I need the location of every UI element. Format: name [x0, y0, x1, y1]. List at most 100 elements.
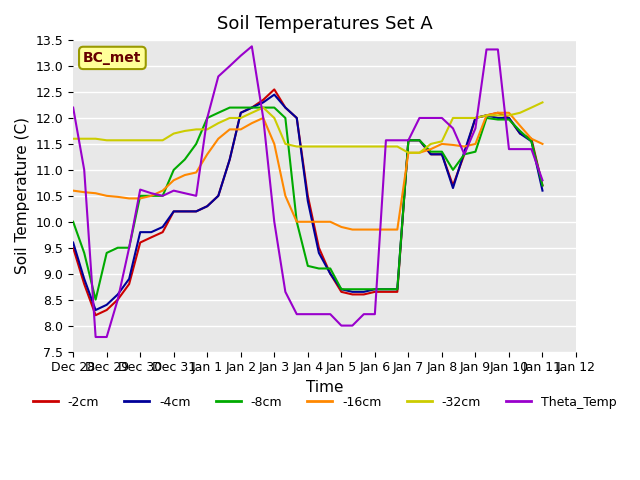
-2cm: [282, 105, 289, 110]
-2cm: [326, 271, 334, 276]
-32cm: [360, 144, 367, 149]
-2cm: [193, 208, 200, 214]
-4cm: [349, 289, 356, 295]
-16cm: [415, 150, 423, 156]
Theta_Temp: [147, 191, 155, 196]
-2cm: [259, 97, 267, 103]
-16cm: [483, 112, 490, 118]
-4cm: [237, 110, 244, 116]
-2cm: [136, 240, 144, 245]
-32cm: [214, 120, 222, 126]
-4cm: [293, 115, 301, 121]
-16cm: [337, 224, 345, 230]
-32cm: [103, 137, 111, 143]
-16cm: [394, 227, 401, 232]
-2cm: [461, 151, 468, 157]
-8cm: [349, 287, 356, 292]
-8cm: [204, 115, 211, 121]
-4cm: [394, 287, 401, 292]
Theta_Temp: [527, 146, 535, 152]
-2cm: [349, 291, 356, 297]
-2cm: [315, 245, 323, 251]
-16cm: [125, 195, 133, 201]
-4cm: [505, 115, 513, 121]
-2cm: [449, 182, 457, 188]
-16cm: [103, 193, 111, 199]
Theta_Temp: [494, 47, 502, 52]
-4cm: [69, 240, 77, 245]
Theta_Temp: [394, 137, 401, 143]
Theta_Temp: [438, 115, 445, 121]
Y-axis label: Soil Temperature (C): Soil Temperature (C): [15, 117, 30, 275]
-4cm: [103, 302, 111, 308]
-16cm: [69, 188, 77, 193]
-16cm: [237, 127, 244, 132]
-8cm: [315, 265, 323, 271]
-2cm: [103, 307, 111, 313]
-32cm: [282, 141, 289, 147]
Theta_Temp: [214, 73, 222, 79]
-2cm: [415, 137, 423, 143]
-8cm: [248, 105, 255, 110]
Theta_Temp: [136, 187, 144, 192]
-2cm: [427, 151, 435, 157]
-4cm: [259, 99, 267, 105]
Theta_Temp: [449, 125, 457, 131]
-4cm: [170, 208, 177, 214]
-2cm: [69, 245, 77, 251]
-2cm: [114, 297, 122, 302]
-32cm: [125, 137, 133, 143]
Theta_Temp: [516, 146, 524, 152]
-8cm: [125, 245, 133, 251]
Theta_Temp: [360, 312, 367, 317]
-8cm: [394, 287, 401, 292]
-4cm: [494, 115, 502, 121]
Theta_Temp: [125, 245, 133, 251]
-32cm: [315, 144, 323, 149]
-16cm: [438, 141, 445, 147]
-16cm: [527, 136, 535, 142]
Line: -4cm: -4cm: [73, 95, 543, 310]
-8cm: [461, 151, 468, 157]
-4cm: [315, 250, 323, 256]
-4cm: [181, 208, 189, 214]
-32cm: [472, 115, 479, 121]
-32cm: [539, 99, 547, 105]
-4cm: [204, 204, 211, 209]
-16cm: [92, 191, 99, 196]
-8cm: [181, 156, 189, 162]
Theta_Temp: [427, 115, 435, 121]
-16cm: [539, 141, 547, 147]
-16cm: [114, 194, 122, 200]
Text: BC_met: BC_met: [83, 51, 141, 65]
Theta_Temp: [539, 178, 547, 183]
-8cm: [259, 105, 267, 110]
-4cm: [527, 138, 535, 144]
-2cm: [404, 137, 412, 143]
-8cm: [226, 105, 234, 110]
-2cm: [516, 131, 524, 136]
-32cm: [304, 144, 312, 149]
-32cm: [438, 138, 445, 144]
-8cm: [326, 265, 334, 271]
-16cm: [404, 150, 412, 156]
-8cm: [371, 287, 379, 292]
-4cm: [461, 149, 468, 155]
-2cm: [472, 115, 479, 121]
-8cm: [527, 138, 535, 144]
Line: -16cm: -16cm: [73, 113, 543, 229]
-2cm: [371, 289, 379, 295]
-8cm: [237, 105, 244, 110]
-2cm: [159, 229, 166, 235]
Theta_Temp: [159, 193, 166, 199]
-2cm: [505, 115, 513, 121]
-16cm: [147, 193, 155, 199]
-4cm: [427, 151, 435, 157]
-16cm: [271, 141, 278, 147]
-32cm: [415, 150, 423, 156]
-16cm: [326, 219, 334, 225]
Theta_Temp: [193, 193, 200, 199]
-2cm: [304, 193, 312, 199]
-2cm: [204, 204, 211, 209]
-4cm: [226, 156, 234, 162]
